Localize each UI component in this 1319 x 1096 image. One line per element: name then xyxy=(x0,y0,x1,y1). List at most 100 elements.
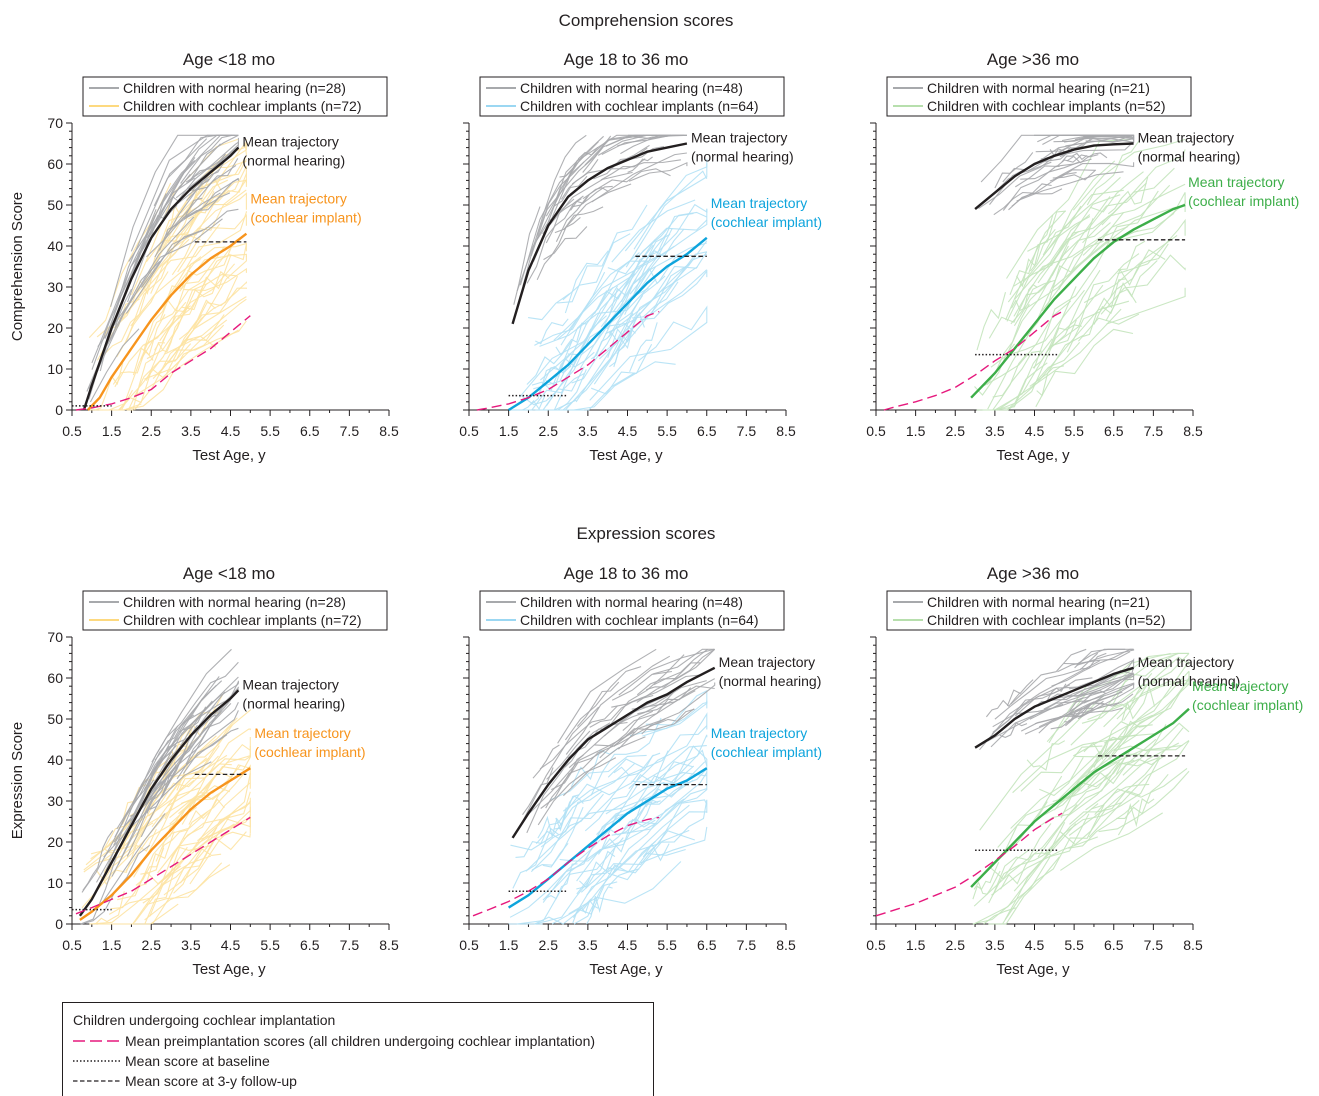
annotation-ci-line1: Mean trajectory xyxy=(254,725,350,741)
nh-individual-line xyxy=(564,728,606,768)
individual-trajectories xyxy=(974,134,1186,411)
nh-individual-line xyxy=(125,229,203,314)
annotation-ci-line1: Mean trajectory xyxy=(711,725,807,741)
nh-individual-line xyxy=(105,648,232,871)
panel-expr_lt18: Age <18 mo Children with normal hearing (… xyxy=(9,564,399,978)
x-axis-label: Test Age, y xyxy=(589,961,663,978)
y-axis-label: Expression Score xyxy=(9,722,26,840)
y-tick-label: 20 xyxy=(47,320,63,336)
x-tick-label: 8.5 xyxy=(776,423,796,439)
ci-individual-line xyxy=(184,255,247,341)
x-tick-label: 0.5 xyxy=(62,937,82,953)
panel-title: Age 18 to 36 mo xyxy=(564,564,689,583)
nh-individual-line xyxy=(1043,667,1135,710)
nh-individual-line xyxy=(185,699,232,765)
ci-individual-line xyxy=(169,763,232,825)
nh-individual-line xyxy=(1016,171,1124,202)
series-preimplant xyxy=(476,310,660,411)
legend-label-cochlear-implant: Children with cochlear implants (n=72) xyxy=(123,98,362,114)
panel-legend: Children with normal hearing (n=48) Child… xyxy=(479,590,785,631)
x-tick-label: 3.5 xyxy=(181,423,201,439)
series-ci-mean xyxy=(970,707,1190,888)
annotation-nh-line1: Mean trajectory xyxy=(1138,654,1234,670)
ci-individual-line xyxy=(586,830,695,896)
x-tick-label: 5.5 xyxy=(657,423,677,439)
nh-individual-line xyxy=(1040,141,1134,160)
nh-individual-line xyxy=(128,177,196,262)
individual-trajectories xyxy=(508,648,716,925)
ci-individual-line xyxy=(581,804,690,911)
ci-individual-line xyxy=(1116,671,1190,720)
annotation-nh-line1: Mean trajectory xyxy=(719,654,815,670)
x-tick-label: 7.5 xyxy=(340,423,360,439)
ci-individual-line xyxy=(608,797,661,836)
nh-individual-line xyxy=(185,192,231,218)
series-nh-mean xyxy=(511,142,688,325)
ci-individual-line xyxy=(572,798,685,918)
series-nh-mean xyxy=(974,142,1134,211)
nh-individual-line xyxy=(611,670,672,701)
nh-individual-line xyxy=(1038,700,1104,728)
x-tick-label: 6.5 xyxy=(1104,937,1124,953)
ci-individual-line xyxy=(536,315,607,397)
series-preimplant xyxy=(472,816,660,917)
nh-individual-line xyxy=(1010,648,1087,705)
ci-individual-line xyxy=(640,826,708,864)
ci-individual-line xyxy=(184,173,247,218)
ci-individual-line xyxy=(1078,670,1190,782)
ci-individual-line xyxy=(167,728,251,807)
ci-individual-line xyxy=(1068,727,1184,836)
ci-individual-line xyxy=(157,782,251,885)
ci-individual-line xyxy=(597,818,656,855)
ci-individual-line xyxy=(1088,740,1190,838)
legend-label-normal-hearing: Children with normal hearing (n=21) xyxy=(927,80,1150,96)
ci-individual-line xyxy=(519,285,618,398)
nh-individual-line xyxy=(144,700,213,783)
ci-individual-line xyxy=(1114,672,1153,711)
nh-individual-line xyxy=(187,161,225,190)
ci-individual-line xyxy=(95,362,124,411)
y-tick-label: 30 xyxy=(47,793,63,809)
legend-box xyxy=(479,76,785,117)
ci-individual-line xyxy=(512,827,559,889)
ci-individual-line xyxy=(144,273,238,347)
x-tick-label: 4.5 xyxy=(618,423,638,439)
legend-box xyxy=(82,76,388,117)
ci-individual-line xyxy=(171,179,247,276)
nh-individual-line xyxy=(82,830,114,891)
ci-individual-line xyxy=(1033,190,1159,369)
x-tick-label: 6.5 xyxy=(697,937,717,953)
ci-individual-line xyxy=(1013,803,1099,892)
x-tick-label: 3.5 xyxy=(985,423,1005,439)
nh-individual-line xyxy=(1069,689,1106,712)
ci-individual-line xyxy=(173,320,247,351)
ci-individual-line xyxy=(609,324,635,368)
ci-individual-line xyxy=(1086,139,1141,206)
ci-individual-line xyxy=(1035,328,1134,408)
legend-box xyxy=(886,590,1192,631)
x-axis-label: Test Age, y xyxy=(192,961,266,978)
annotation-nh-line1: Mean trajectory xyxy=(242,134,338,150)
x-tick-label: 2.5 xyxy=(539,423,559,439)
ci-individual-line xyxy=(103,825,148,874)
nh-individual-line xyxy=(178,688,239,733)
panel-title: Age <18 mo xyxy=(183,50,275,69)
nh-individual-line xyxy=(513,206,541,305)
ci-individual-line xyxy=(573,840,656,925)
x-tick-label: 8.5 xyxy=(379,423,399,439)
ci-individual-line xyxy=(636,219,708,259)
ci-individual-line xyxy=(528,293,571,321)
nh-individual-line xyxy=(572,185,613,208)
nh-individual-line xyxy=(189,134,239,182)
ci-individual-line xyxy=(90,824,128,855)
ci-individual-line xyxy=(576,862,622,895)
ci-individual-line xyxy=(553,361,676,411)
nh-individual-line xyxy=(542,171,633,235)
nh-individual-line xyxy=(536,216,581,281)
panel-comp_gt36: Age >36 mo Children with normal hearing (… xyxy=(866,50,1299,464)
ci-individual-line xyxy=(972,813,1090,925)
nh-individual-line xyxy=(631,690,696,710)
ci-individual-line xyxy=(153,179,229,260)
ci-individual-line xyxy=(540,790,603,848)
nh-individual-line xyxy=(140,208,239,288)
